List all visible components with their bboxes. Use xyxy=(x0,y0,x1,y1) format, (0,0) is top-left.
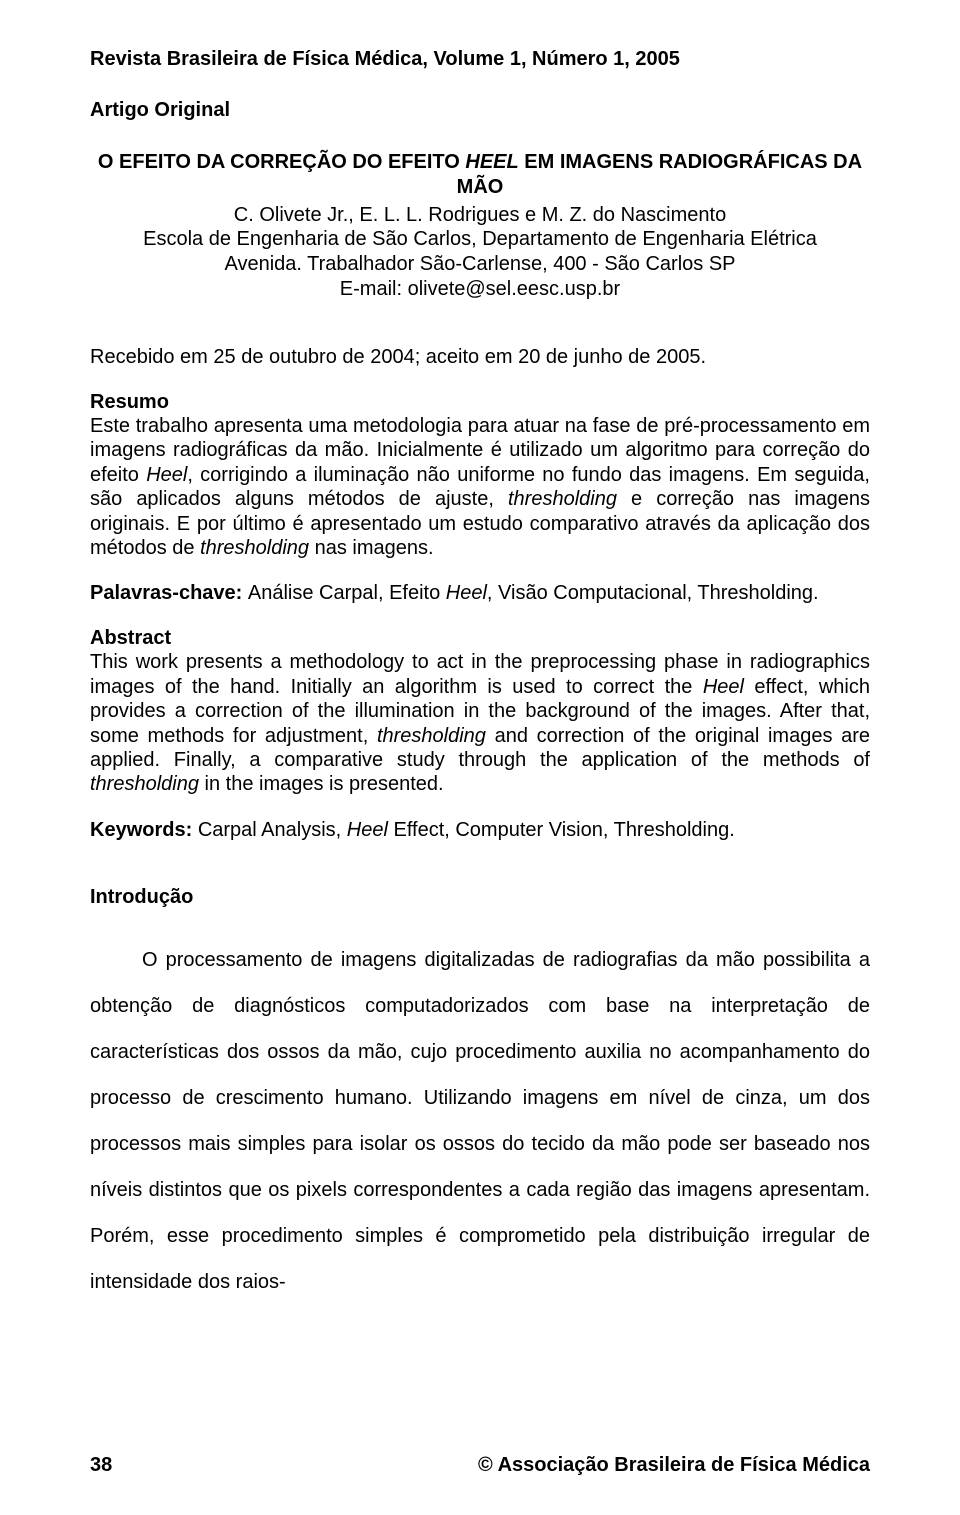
abstract-heading: Abstract xyxy=(90,627,870,650)
keywords-label: Keywords: xyxy=(90,819,198,841)
article-title-line2: MÃO xyxy=(90,175,870,200)
abstract-italic-heel: Heel xyxy=(703,676,744,698)
affiliation-line1: Escola de Engenharia de São Carlos, Depa… xyxy=(90,227,870,252)
affiliation-line3: E-mail: olivete@sel.eesc.usp.br xyxy=(90,277,870,302)
title-post: EM IMAGENS RADIOGRÁFICAS DA xyxy=(519,151,862,173)
abstract-italic-thresholding: thresholding xyxy=(377,725,486,747)
resumo-heading: Resumo xyxy=(90,391,870,414)
journal-header: Revista Brasileira de Física Médica, Vol… xyxy=(90,48,870,71)
article-title-line1: O EFEITO DA CORREÇÃO DO EFEITO HEEL EM I… xyxy=(90,150,870,175)
title-italic: HEEL xyxy=(465,151,518,173)
article-type: Artigo Original xyxy=(90,99,870,122)
page-footer: 38 © Associação Brasileira de Física Méd… xyxy=(90,1454,870,1477)
abstract-italic-thresholding: thresholding xyxy=(90,773,199,795)
palavras-italic: Heel xyxy=(446,582,487,604)
keywords-text: Effect, Computer Vision, Thresholding. xyxy=(388,819,735,841)
resumo-italic-heel: Heel xyxy=(146,464,187,486)
abstract-body: This work presents a methodology to act … xyxy=(90,650,870,796)
authors: C. Olivete Jr., E. L. L. Rodrigues e M. … xyxy=(90,204,870,227)
introducao-body: O processamento de imagens digitalizadas… xyxy=(90,937,870,1305)
resumo-body: Este trabalho apresenta uma metodologia … xyxy=(90,414,870,560)
received-line: Recebido em 25 de outubro de 2004; aceit… xyxy=(90,346,870,369)
resumo-italic-thresholding: thresholding xyxy=(508,488,617,510)
resumo-text: nas imagens. xyxy=(309,537,434,559)
keywords-italic: Heel xyxy=(347,819,388,841)
page-number: 38 xyxy=(90,1454,112,1476)
keywords: Keywords: Carpal Analysis, Heel Effect, … xyxy=(90,819,870,842)
abstract-text: in the images is presented. xyxy=(199,773,444,795)
palavras-text: Análise Carpal, Efeito xyxy=(248,582,446,604)
palavras-label: Palavras-chave: xyxy=(90,582,248,604)
page: Revista Brasileira de Física Médica, Vol… xyxy=(0,0,960,1515)
resumo-italic-thresholding: thresholding xyxy=(200,537,309,559)
introducao-heading: Introdução xyxy=(90,886,870,909)
footer-org: © Associação Brasileira de Física Médica xyxy=(478,1454,870,1477)
palavras-chave: Palavras-chave: Análise Carpal, Efeito H… xyxy=(90,582,870,605)
keywords-text: Carpal Analysis, xyxy=(198,819,347,841)
palavras-text: , Visão Computacional, Thresholding. xyxy=(487,582,819,604)
affiliation-line2: Avenida. Trabalhador São-Carlense, 400 -… xyxy=(90,252,870,277)
title-pre: O EFEITO DA CORREÇÃO DO EFEITO xyxy=(98,151,465,173)
